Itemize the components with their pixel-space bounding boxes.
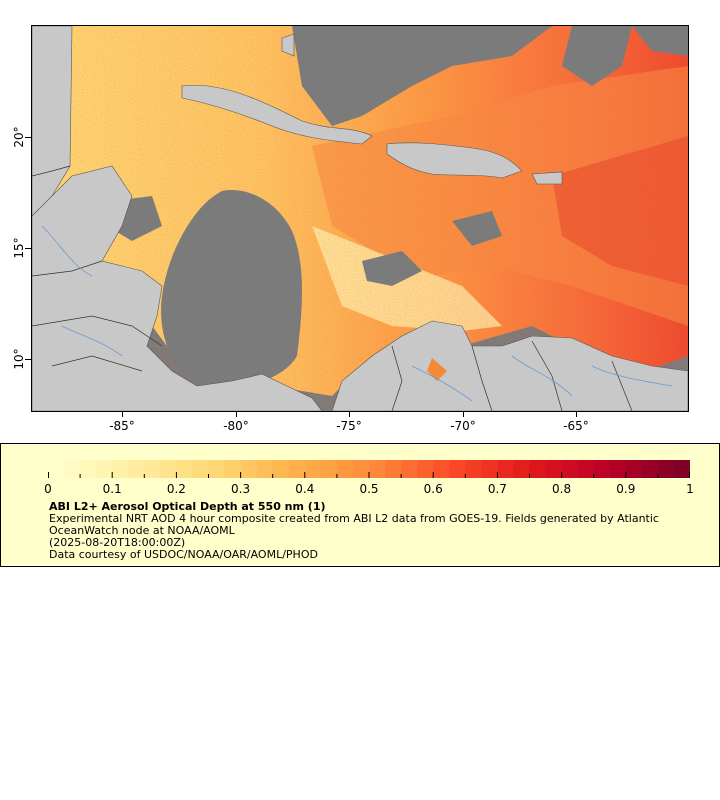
colorbar-tick-label: 0.8	[552, 482, 572, 496]
x-tick-label: -80°	[223, 419, 249, 433]
legend-text: ABI L2+ Aerosol Optical Depth at 550 nm …	[49, 501, 699, 561]
x-tick-label: -70°	[450, 419, 476, 433]
colorbar-segment	[657, 460, 675, 478]
colorbar-segment	[336, 460, 354, 478]
colorbar-segment	[529, 460, 547, 478]
colorbar-segment	[369, 460, 386, 478]
colorbar-tick-label: 0.3	[231, 482, 251, 496]
colorbar-tick-label: 0.2	[166, 482, 186, 496]
y-tick-label: 20°	[12, 126, 26, 148]
colorbar-segment	[401, 460, 418, 478]
colorbar-segment	[112, 460, 129, 478]
colorbar-segment	[304, 460, 322, 478]
legend-description: Experimental NRT AOD 4 hour composite cr…	[49, 512, 659, 537]
colorbar-segment	[128, 460, 145, 478]
x-tick-label: -75°	[336, 419, 362, 433]
colorbar-segment	[64, 460, 81, 478]
colorbar-segment	[80, 460, 97, 478]
x-tick-mark	[236, 411, 237, 417]
colorbar-segment	[577, 460, 595, 478]
colorbar-segment	[256, 460, 274, 478]
rivers	[41, 225, 673, 402]
colorbar-tick-label: 0.1	[102, 482, 122, 496]
y-tick-label: 15°	[12, 237, 26, 259]
colorbar-segment	[513, 460, 530, 478]
colorbar-segment	[224, 460, 242, 478]
y-tick-mark	[25, 248, 31, 249]
colorbar-segment	[673, 460, 690, 478]
colorbar-segment	[433, 460, 450, 478]
colorbar-segment	[593, 460, 611, 478]
x-tick-mark	[349, 411, 350, 417]
colorbar-segment	[449, 460, 466, 478]
colorbar-segment	[288, 460, 306, 478]
x-tick-mark	[122, 411, 123, 417]
colorbar-segment	[625, 460, 643, 478]
colorbar-segment	[609, 460, 627, 478]
colorbar-tick-label: 1	[686, 482, 694, 496]
legend-timestamp: (2025-08-20T18:00:00Z)	[49, 536, 186, 549]
y-tick-label: 10°	[12, 348, 26, 370]
colorbar-segment	[465, 460, 482, 478]
colorbar-segment	[352, 460, 370, 478]
y-tick-mark	[25, 137, 31, 138]
colorbar-tick-label: 0	[44, 482, 52, 496]
colorbar-segment	[545, 460, 563, 478]
colorbar-tick-label: 0.4	[295, 482, 315, 496]
x-tick-label: -65°	[563, 419, 589, 433]
aod-map	[31, 25, 689, 412]
colorbar-tick-label: 0.5	[359, 482, 379, 496]
legend-title: ABI L2+ Aerosol Optical Depth at 550 nm …	[49, 500, 326, 513]
x-tick-mark	[576, 411, 577, 417]
colorbar-tick-label: 0.7	[487, 482, 507, 496]
colorbar-segment	[96, 460, 113, 478]
colorbar-segment	[176, 460, 193, 478]
colorbar	[48, 460, 690, 478]
colorbar-segment	[160, 460, 177, 478]
colorbar-tick-label: 0.6	[423, 482, 443, 496]
land-areas	[32, 26, 688, 411]
colorbar-segment	[497, 460, 514, 478]
colorbar-segment	[385, 460, 402, 478]
colorbar-segment	[481, 460, 498, 478]
map-canvas	[32, 26, 688, 411]
y-tick-mark	[25, 359, 31, 360]
x-tick-mark	[463, 411, 464, 417]
colorbar-segment	[641, 460, 659, 478]
colorbar-segment	[208, 460, 226, 478]
colorbar-tick-label: 0.9	[616, 482, 636, 496]
legend-credit: Data courtesy of USDOC/NOAA/OAR/AOML/PHO…	[49, 548, 318, 561]
colorbar-segment	[561, 460, 579, 478]
colorbar-segment	[144, 460, 161, 478]
country-borders	[32, 165, 633, 411]
colorbar-segment	[240, 460, 258, 478]
legend-panel: 0 0.1 0.2 0.3 0.4 0.5 0.6 0.7 0.8 0.9 1 ABI L2+ Ae…	[0, 443, 720, 567]
colorbar-segment	[192, 460, 209, 478]
x-tick-label: -85°	[109, 419, 135, 433]
colorbar-segment	[48, 460, 65, 478]
colorbar-segment	[320, 460, 338, 478]
no-data-regions	[32, 26, 688, 391]
colorbar-segment	[417, 460, 434, 478]
colorbar-segment	[272, 460, 290, 478]
